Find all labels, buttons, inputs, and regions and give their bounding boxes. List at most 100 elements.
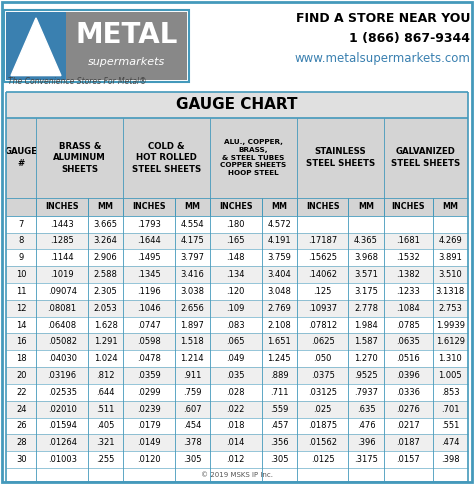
Text: 4.269: 4.269 <box>438 236 462 245</box>
Text: .1495: .1495 <box>137 253 161 262</box>
Text: 1.984: 1.984 <box>354 320 378 330</box>
Text: www.metalsupermarkets.com: www.metalsupermarkets.com <box>294 52 470 65</box>
Text: 2.656: 2.656 <box>181 303 204 313</box>
Text: .134: .134 <box>227 270 245 279</box>
Text: .083: .083 <box>227 320 245 330</box>
Text: MM: MM <box>184 202 201 211</box>
Text: 1.245: 1.245 <box>267 354 291 363</box>
Text: 1.310: 1.310 <box>438 354 462 363</box>
Text: .049: .049 <box>227 354 245 363</box>
Text: 18: 18 <box>16 354 27 363</box>
Text: 3.038: 3.038 <box>181 287 204 296</box>
Text: 4.175: 4.175 <box>181 236 204 245</box>
Text: .14062: .14062 <box>308 270 337 279</box>
Text: 8: 8 <box>18 236 24 245</box>
Bar <box>6 384 468 401</box>
Text: © 2019 MSKS IP Inc.: © 2019 MSKS IP Inc. <box>201 472 273 478</box>
Text: 2.305: 2.305 <box>94 287 118 296</box>
Bar <box>6 232 468 249</box>
Text: .396: .396 <box>356 438 375 447</box>
Text: .0336: .0336 <box>396 388 420 397</box>
Text: .0217: .0217 <box>396 422 420 430</box>
Text: 2.778: 2.778 <box>354 303 378 313</box>
Text: .02535: .02535 <box>48 388 77 397</box>
Text: .1532: .1532 <box>396 253 420 262</box>
Bar <box>6 451 468 468</box>
Text: .0157: .0157 <box>396 455 420 464</box>
Text: .1084: .1084 <box>396 303 420 313</box>
Text: .09074: .09074 <box>48 287 77 296</box>
Text: 2.588: 2.588 <box>94 270 118 279</box>
Text: .321: .321 <box>96 438 115 447</box>
Text: .10937: .10937 <box>308 303 337 313</box>
Text: 1.6129: 1.6129 <box>436 337 465 347</box>
Text: 2.906: 2.906 <box>94 253 118 262</box>
Text: .911: .911 <box>183 371 201 380</box>
Text: .109: .109 <box>227 303 245 313</box>
Text: 2.753: 2.753 <box>438 303 462 313</box>
Text: 1.897: 1.897 <box>181 320 204 330</box>
Text: .125: .125 <box>313 287 332 296</box>
Bar <box>66 12 187 79</box>
Text: 3.571: 3.571 <box>354 270 378 279</box>
Text: 24: 24 <box>16 405 27 414</box>
Text: .607: .607 <box>183 405 201 414</box>
Text: MM: MM <box>442 202 458 211</box>
Text: 3.759: 3.759 <box>267 253 291 262</box>
Text: .0276: .0276 <box>396 405 420 414</box>
Text: .018: .018 <box>227 422 245 430</box>
Bar <box>6 118 468 197</box>
Text: .02010: .02010 <box>48 405 77 414</box>
Text: .305: .305 <box>183 455 201 464</box>
Bar <box>6 317 468 333</box>
Text: STAINLESS
STEEL SHEETS: STAINLESS STEEL SHEETS <box>306 148 375 168</box>
Text: .1285: .1285 <box>50 236 74 245</box>
Text: .0359: .0359 <box>137 371 161 380</box>
Text: .08081: .08081 <box>47 303 77 313</box>
Text: 20: 20 <box>16 371 27 380</box>
Text: 12: 12 <box>16 303 27 313</box>
Text: .1019: .1019 <box>50 270 74 279</box>
Text: BRASS &
ALUMINUM
SHEETS: BRASS & ALUMINUM SHEETS <box>54 142 106 174</box>
Text: .0239: .0239 <box>137 405 161 414</box>
Polygon shape <box>11 18 61 76</box>
Text: .1793: .1793 <box>137 220 161 228</box>
Text: .01264: .01264 <box>48 438 77 447</box>
Text: .812: .812 <box>96 371 115 380</box>
Text: .1144: .1144 <box>50 253 74 262</box>
Text: .01875: .01875 <box>308 422 337 430</box>
Text: .0375: .0375 <box>310 371 335 380</box>
Text: 11: 11 <box>16 287 27 296</box>
Text: .474: .474 <box>441 438 460 447</box>
Text: 1.291: 1.291 <box>94 337 118 347</box>
Text: .180: .180 <box>227 220 245 228</box>
Text: 3.968: 3.968 <box>354 253 378 262</box>
Text: .711: .711 <box>270 388 288 397</box>
Text: .15625: .15625 <box>308 253 337 262</box>
Text: 1.518: 1.518 <box>181 337 204 347</box>
Text: .035: .035 <box>227 371 245 380</box>
Text: 4.572: 4.572 <box>267 220 291 228</box>
Text: supermarkets: supermarkets <box>88 57 165 67</box>
Text: .0179: .0179 <box>137 422 161 430</box>
Text: .120: .120 <box>227 287 245 296</box>
Text: .7937: .7937 <box>354 388 378 397</box>
Text: 4.554: 4.554 <box>181 220 204 228</box>
Text: .853: .853 <box>441 388 460 397</box>
Text: .04030: .04030 <box>48 354 77 363</box>
Text: .148: .148 <box>227 253 245 262</box>
Text: .378: .378 <box>183 438 202 447</box>
Text: 3.1318: 3.1318 <box>436 287 465 296</box>
Bar <box>6 197 468 216</box>
Bar <box>6 401 468 418</box>
Text: 2.108: 2.108 <box>267 320 291 330</box>
Text: 2.053: 2.053 <box>94 303 118 313</box>
Text: .025: .025 <box>313 405 332 414</box>
Text: INCHES: INCHES <box>46 202 79 211</box>
Text: 3.797: 3.797 <box>181 253 204 262</box>
Text: 1.651: 1.651 <box>267 337 291 347</box>
Bar <box>6 333 468 350</box>
Text: .551: .551 <box>441 422 459 430</box>
Text: .022: .022 <box>227 405 245 414</box>
Text: ALU., COPPER,
BRASS,
& STEEL TUBES
COPPER SHEETS
HOOP STEEL: ALU., COPPER, BRASS, & STEEL TUBES COPPE… <box>220 139 287 176</box>
